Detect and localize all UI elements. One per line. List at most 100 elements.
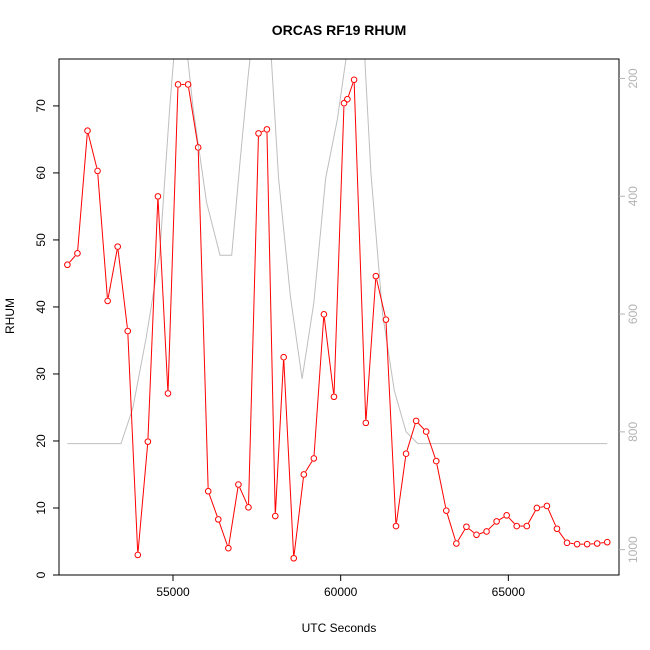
- rhum-point: [174, 81, 182, 88]
- rhum-segment: [218, 522, 228, 546]
- rhum-point: [164, 390, 172, 397]
- rhum-point: [523, 522, 531, 530]
- rhum-point: [350, 76, 358, 84]
- rhum-segment: [365, 279, 377, 420]
- rhum-point: [124, 327, 132, 335]
- x-axis: 55000 60000 65000: [156, 575, 525, 599]
- y-axis-label: RHUM: [3, 298, 17, 334]
- rhum-segment: [188, 87, 199, 145]
- rhum-point: [563, 539, 571, 547]
- rhum-segment: [77, 134, 88, 250]
- rhum-segment: [353, 83, 367, 420]
- rhum-point: [412, 417, 420, 425]
- plot-area: [58, 58, 620, 576]
- rhum-point: [553, 525, 561, 533]
- rhum-point: [362, 419, 370, 427]
- pressure-series-line: [67, 59, 608, 445]
- rhum-point: [453, 540, 460, 547]
- rhum-segment: [418, 423, 425, 430]
- rhum-point: [104, 297, 111, 305]
- y-tick-label: 30: [34, 367, 48, 381]
- rhum-point: [573, 540, 581, 548]
- rhum-segment: [540, 506, 544, 508]
- rhum-segment: [117, 249, 128, 328]
- rhum-segment: [157, 199, 169, 391]
- rhum-segment: [323, 317, 335, 394]
- rhum-point: [271, 512, 279, 520]
- y-axis-left: 0 10 20 30 40 50 60 70: [34, 99, 59, 578]
- chart-title: ORCAS RF19 RHUM: [272, 22, 407, 38]
- rhum-point: [493, 518, 500, 525]
- rhum-point: [583, 540, 591, 548]
- rhum-segment: [293, 477, 304, 555]
- rhum-segment: [479, 532, 484, 535]
- y2-tick-label: 1000: [626, 536, 640, 563]
- rhum-segment: [527, 510, 536, 524]
- x-tick-label: 55000: [156, 585, 190, 599]
- rhum-segment: [107, 249, 118, 298]
- rhum-segment: [248, 136, 259, 504]
- y-tick-label: 60: [34, 166, 48, 180]
- rhum-segment: [558, 531, 566, 541]
- rhum-point: [503, 512, 510, 519]
- x-tick-label: 60000: [324, 585, 358, 599]
- y-tick-label: 40: [34, 300, 48, 314]
- rhum-point: [473, 531, 480, 539]
- rhum-segment: [261, 130, 265, 133]
- rhum-point: [245, 504, 252, 511]
- y-tick-label: 0: [34, 571, 48, 578]
- rhum-point: [194, 144, 202, 151]
- rhum-segment: [127, 334, 139, 552]
- rhum-segment: [69, 255, 76, 263]
- rhum-point: [513, 522, 521, 530]
- rhum-point: [94, 167, 101, 175]
- y-tick-label: 70: [34, 99, 48, 113]
- y-tick-label: 50: [34, 233, 48, 247]
- rhum-point: [330, 393, 338, 401]
- rhum-point: [593, 540, 601, 547]
- rhum-point: [443, 507, 450, 514]
- rhum-segment: [167, 87, 179, 391]
- rhum-segment: [468, 528, 475, 534]
- rhum-point: [432, 457, 440, 465]
- rhum-point: [154, 193, 162, 200]
- rhum-point: [74, 250, 81, 257]
- rhum-point: [463, 523, 470, 531]
- rhum-segment: [266, 132, 276, 513]
- rhum-point: [214, 516, 222, 523]
- rhum-segment: [376, 279, 386, 317]
- rhum-segment: [274, 360, 284, 513]
- rhum-point: [340, 99, 348, 107]
- rhum-point: [263, 126, 271, 133]
- rhum-point: [84, 127, 91, 135]
- rhum-segment: [87, 133, 98, 168]
- rhum-segment: [197, 150, 209, 488]
- rhum-point: [255, 130, 262, 137]
- rhum-segment: [147, 199, 159, 439]
- y2-tick-label: 400: [626, 186, 640, 206]
- rhum-point: [320, 311, 328, 318]
- rhum-point: [64, 261, 71, 269]
- rhum-point: [382, 316, 390, 323]
- rhum-segment: [333, 106, 345, 394]
- rhum-segment: [395, 457, 407, 523]
- rhum-segment: [385, 323, 397, 523]
- rhum-segment: [406, 423, 416, 451]
- rhum-point: [184, 81, 192, 88]
- rhum-point: [533, 504, 541, 512]
- y-tick-label: 20: [34, 434, 48, 448]
- rhum-point: [603, 538, 611, 546]
- rhum-segment: [446, 513, 456, 541]
- rhum-point: [300, 471, 308, 478]
- rhum-segment: [239, 487, 248, 505]
- y2-tick-label: 800: [626, 422, 640, 442]
- y2-tick-label: 600: [626, 304, 640, 324]
- rhum-point: [235, 481, 242, 488]
- x-tick-label: 65000: [492, 585, 526, 599]
- rhum-segment: [97, 174, 108, 298]
- rhum-point: [144, 438, 152, 445]
- x-axis-label: UTC Seconds: [302, 621, 377, 635]
- rhum-segment: [436, 464, 447, 508]
- rhum-segment: [348, 82, 354, 97]
